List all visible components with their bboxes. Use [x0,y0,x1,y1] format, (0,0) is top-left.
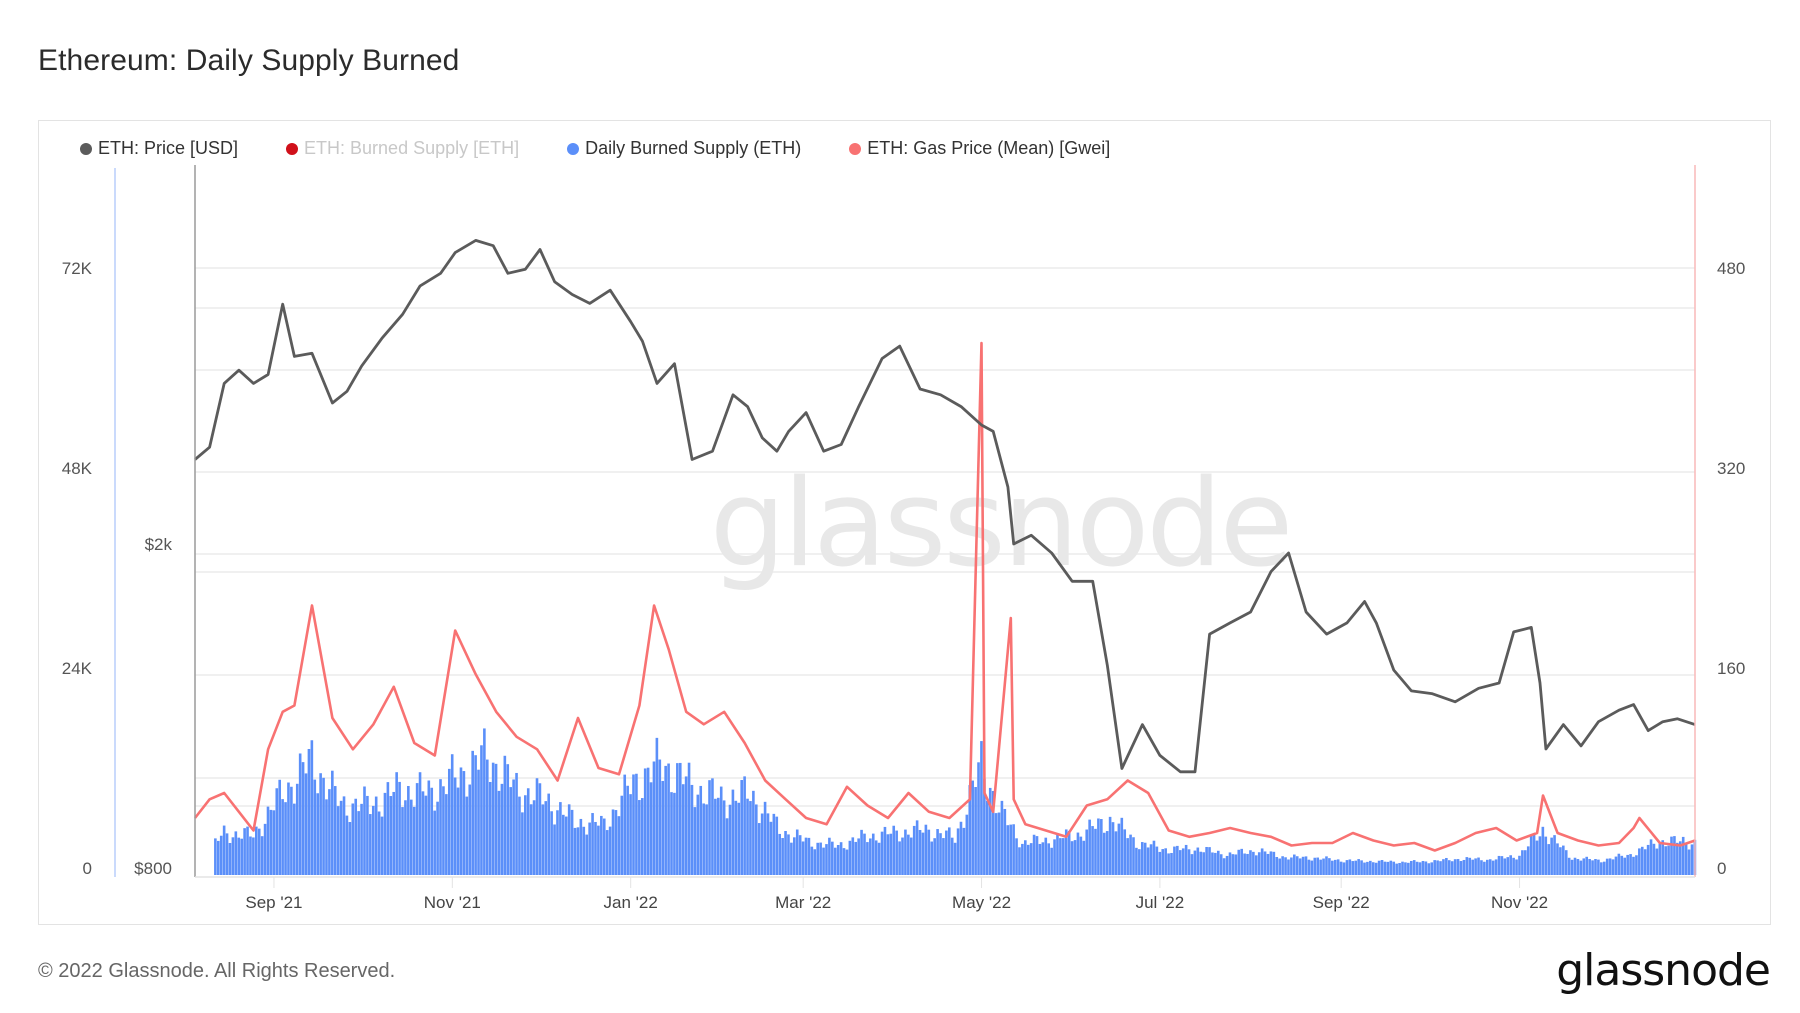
chart-legend: ETH: Price [USD] ETH: Burned Supply [ETH… [80,138,1110,159]
svg-text:0: 0 [83,859,92,878]
svg-text:Sep '21: Sep '21 [245,893,302,912]
svg-text:48K: 48K [62,459,93,478]
svg-text:Jan '22: Jan '22 [604,893,658,912]
legend-label: Daily Burned Supply (ETH) [585,138,802,158]
legend-label: ETH: Price [USD] [98,138,239,158]
chart-panel [38,120,1771,925]
eth-price-line [194,238,1696,774]
svg-text:0: 0 [1717,859,1726,878]
watermark: glassnode [710,455,1291,594]
svg-text:May '22: May '22 [952,893,1011,912]
svg-text:Sep '22: Sep '22 [1313,893,1370,912]
svg-text:160: 160 [1717,659,1745,678]
legend-label: ETH: Gas Price (Mean) [Gwei] [867,138,1111,158]
svg-text:480: 480 [1717,259,1745,278]
gas-axis-ticks: 0 160 320 480 [1717,259,1745,878]
svg-text:72K: 72K [62,259,93,278]
legend-dot-icon [286,142,299,155]
svg-text:320: 320 [1717,459,1745,478]
grid-lines [195,267,1695,807]
price-axis-ticks: $800 $2k [134,535,172,878]
svg-text:$2k: $2k [145,535,173,554]
legend-dot-icon [849,142,862,155]
legend-item-burned-supply[interactable]: ETH: Burned Supply [ETH] [286,138,519,159]
copyright-text: © 2022 Glassnode. All Rights Reserved. [38,960,396,982]
glassnode-logo[interactable]: glassnode [1556,945,1771,996]
x-axis-ticks: Sep '21 Nov '21 Jan '22 Mar '22 May '22 Jul '… [245,877,1548,912]
legend-item-eth-price[interactable]: ETH: Price [USD] [80,138,238,159]
svg-text:$800: $800 [134,859,172,878]
legend-item-gas-price[interactable]: ETH: Gas Price (Mean) [Gwei] [849,138,1110,159]
svg-text:24K: 24K [62,659,93,678]
svg-text:Nov '22: Nov '22 [1491,893,1548,912]
page-title: Ethereum: Daily Supply Burned [38,44,460,77]
daily-burned-supply-bars [214,728,1697,875]
svg-text:Mar '22: Mar '22 [775,893,831,912]
burn-axis-ticks: 0 24K 48K 72K [62,259,93,878]
svg-text:Nov '21: Nov '21 [424,893,481,912]
gas-price-line [193,341,1696,852]
legend-dot-icon [567,142,580,155]
legend-label: ETH: Burned Supply [ETH] [304,138,520,158]
legend-item-daily-burned-supply[interactable]: Daily Burned Supply (ETH) [567,138,801,159]
legend-dot-icon [80,142,92,155]
svg-text:Jul '22: Jul '22 [1136,893,1185,912]
